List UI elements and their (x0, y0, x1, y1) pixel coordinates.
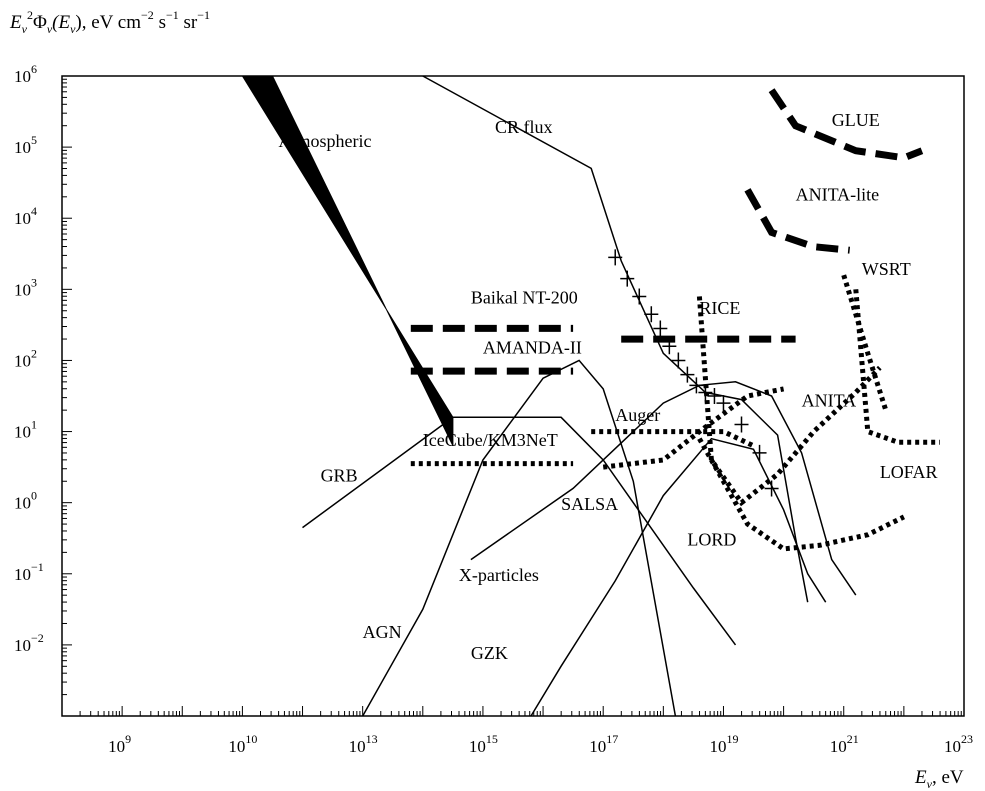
y-tick-label: 102 (14, 346, 37, 370)
y-title-sup2: −1 (166, 8, 179, 22)
y-title-phi-sub: ν (47, 22, 53, 36)
label-anita: ANITA (802, 391, 857, 411)
gzk-curve (530, 437, 827, 717)
x-axis-title: Eν, eV (914, 767, 964, 791)
y-title-base: E (9, 12, 22, 33)
y-tick-label: 103 (14, 275, 37, 299)
cr-data-point (689, 377, 704, 394)
annotations: Atmospheric CR flux Baikal NT-200 AMANDA-II… (278, 110, 937, 663)
wsrt-curve (841, 274, 889, 411)
cr-data-point (632, 288, 647, 305)
salsa-curve (602, 386, 785, 470)
y-tick-label: 105 (14, 133, 37, 157)
label-grb: GRB (321, 465, 358, 485)
y-title-sr: sr (179, 12, 198, 33)
anita-lite-curve (744, 188, 851, 254)
label-rice: RICE (699, 298, 740, 318)
y-tick-label: 104 (14, 204, 37, 228)
y-title-sub: ν (22, 22, 28, 36)
cr-data-point (698, 384, 713, 401)
x-title-base: E (914, 767, 927, 788)
label-gzk: GZK (471, 643, 508, 663)
cr-data-point (680, 366, 695, 383)
y-tick-label: 106 (14, 62, 37, 86)
y-title-s: s (154, 12, 166, 33)
y-tick-label: 10−2 (14, 631, 44, 655)
x-title-unit: , eV (932, 767, 964, 788)
cr-data-point (734, 416, 749, 433)
x-tick-label: 109 (108, 732, 131, 756)
cr-data-point (644, 306, 659, 323)
label-x-particles: X-particles (459, 565, 539, 585)
cr-data-point (716, 395, 731, 412)
x-tick-label: 1015 (469, 732, 498, 756)
glue-curve (768, 88, 924, 162)
label-lord: LORD (687, 529, 736, 549)
label-amanda-ii: AMANDA-II (483, 337, 582, 357)
label-glue: GLUE (832, 110, 880, 130)
plot-frame (61, 75, 965, 717)
y-title-sup3: −1 (197, 8, 210, 22)
cr-data-point (608, 249, 623, 266)
cr-data-point (671, 352, 686, 369)
lord-curve (697, 437, 906, 552)
x-tick-label: 1023 (944, 732, 973, 756)
y-tick-label: 10−1 (14, 560, 44, 584)
cr-data-point (707, 388, 722, 404)
series-layer (241, 75, 940, 717)
label-cr-flux: CR flux (495, 117, 553, 137)
cr-data-point (620, 270, 635, 287)
label-lofar: LOFAR (880, 462, 938, 482)
grb-curve (302, 416, 737, 646)
cr-data-point (752, 444, 767, 461)
lofar-curve (853, 289, 940, 445)
cr-data-point (764, 480, 779, 497)
y-title-sup1: −2 (141, 8, 154, 22)
label-agn: AGN (363, 622, 402, 642)
label-salsa: SALSA (561, 494, 618, 514)
label-wsrt: WSRT (862, 259, 911, 279)
x-particles-curve (470, 381, 857, 596)
x-tick-label: 1010 (228, 732, 257, 756)
label-icecube-km3net: IceCube/KM3NeT (423, 430, 558, 450)
label-anita-lite: ANITA-lite (796, 184, 880, 204)
y-axis-title: Eν2Φν(Eν), eV cm−2 s−1 sr−1 (9, 8, 210, 36)
y-title-unit: ), eV cm (75, 12, 141, 33)
x-tick-label: 1021 (830, 732, 859, 756)
cr-data-markers (608, 249, 779, 497)
x-title-sub: ν (927, 777, 933, 791)
x-tick-label: 1013 (349, 732, 378, 756)
label-auger: Auger (615, 405, 660, 425)
label-atmospheric: Atmospheric (278, 131, 371, 151)
x-tick-label: 1019 (709, 732, 738, 756)
axis-ticks: 106 105 104 103 102 101 100 10−1 10−2 109 1010 1013… (14, 62, 973, 756)
auger-curve (591, 429, 755, 449)
label-baikal-nt-200: Baikal NT-200 (471, 288, 578, 308)
x-tick-label: 1017 (589, 732, 618, 756)
y-title-sup: 2 (27, 8, 33, 22)
y-title-arg-sub: ν (70, 22, 76, 36)
y-tick-label: 100 (14, 489, 37, 513)
cr-data-point (653, 320, 668, 337)
y-title-arg: (E (52, 12, 70, 33)
cr-data-point (662, 338, 677, 355)
y-title-phi: Φ (33, 12, 47, 33)
y-tick-label: 101 (14, 418, 37, 442)
